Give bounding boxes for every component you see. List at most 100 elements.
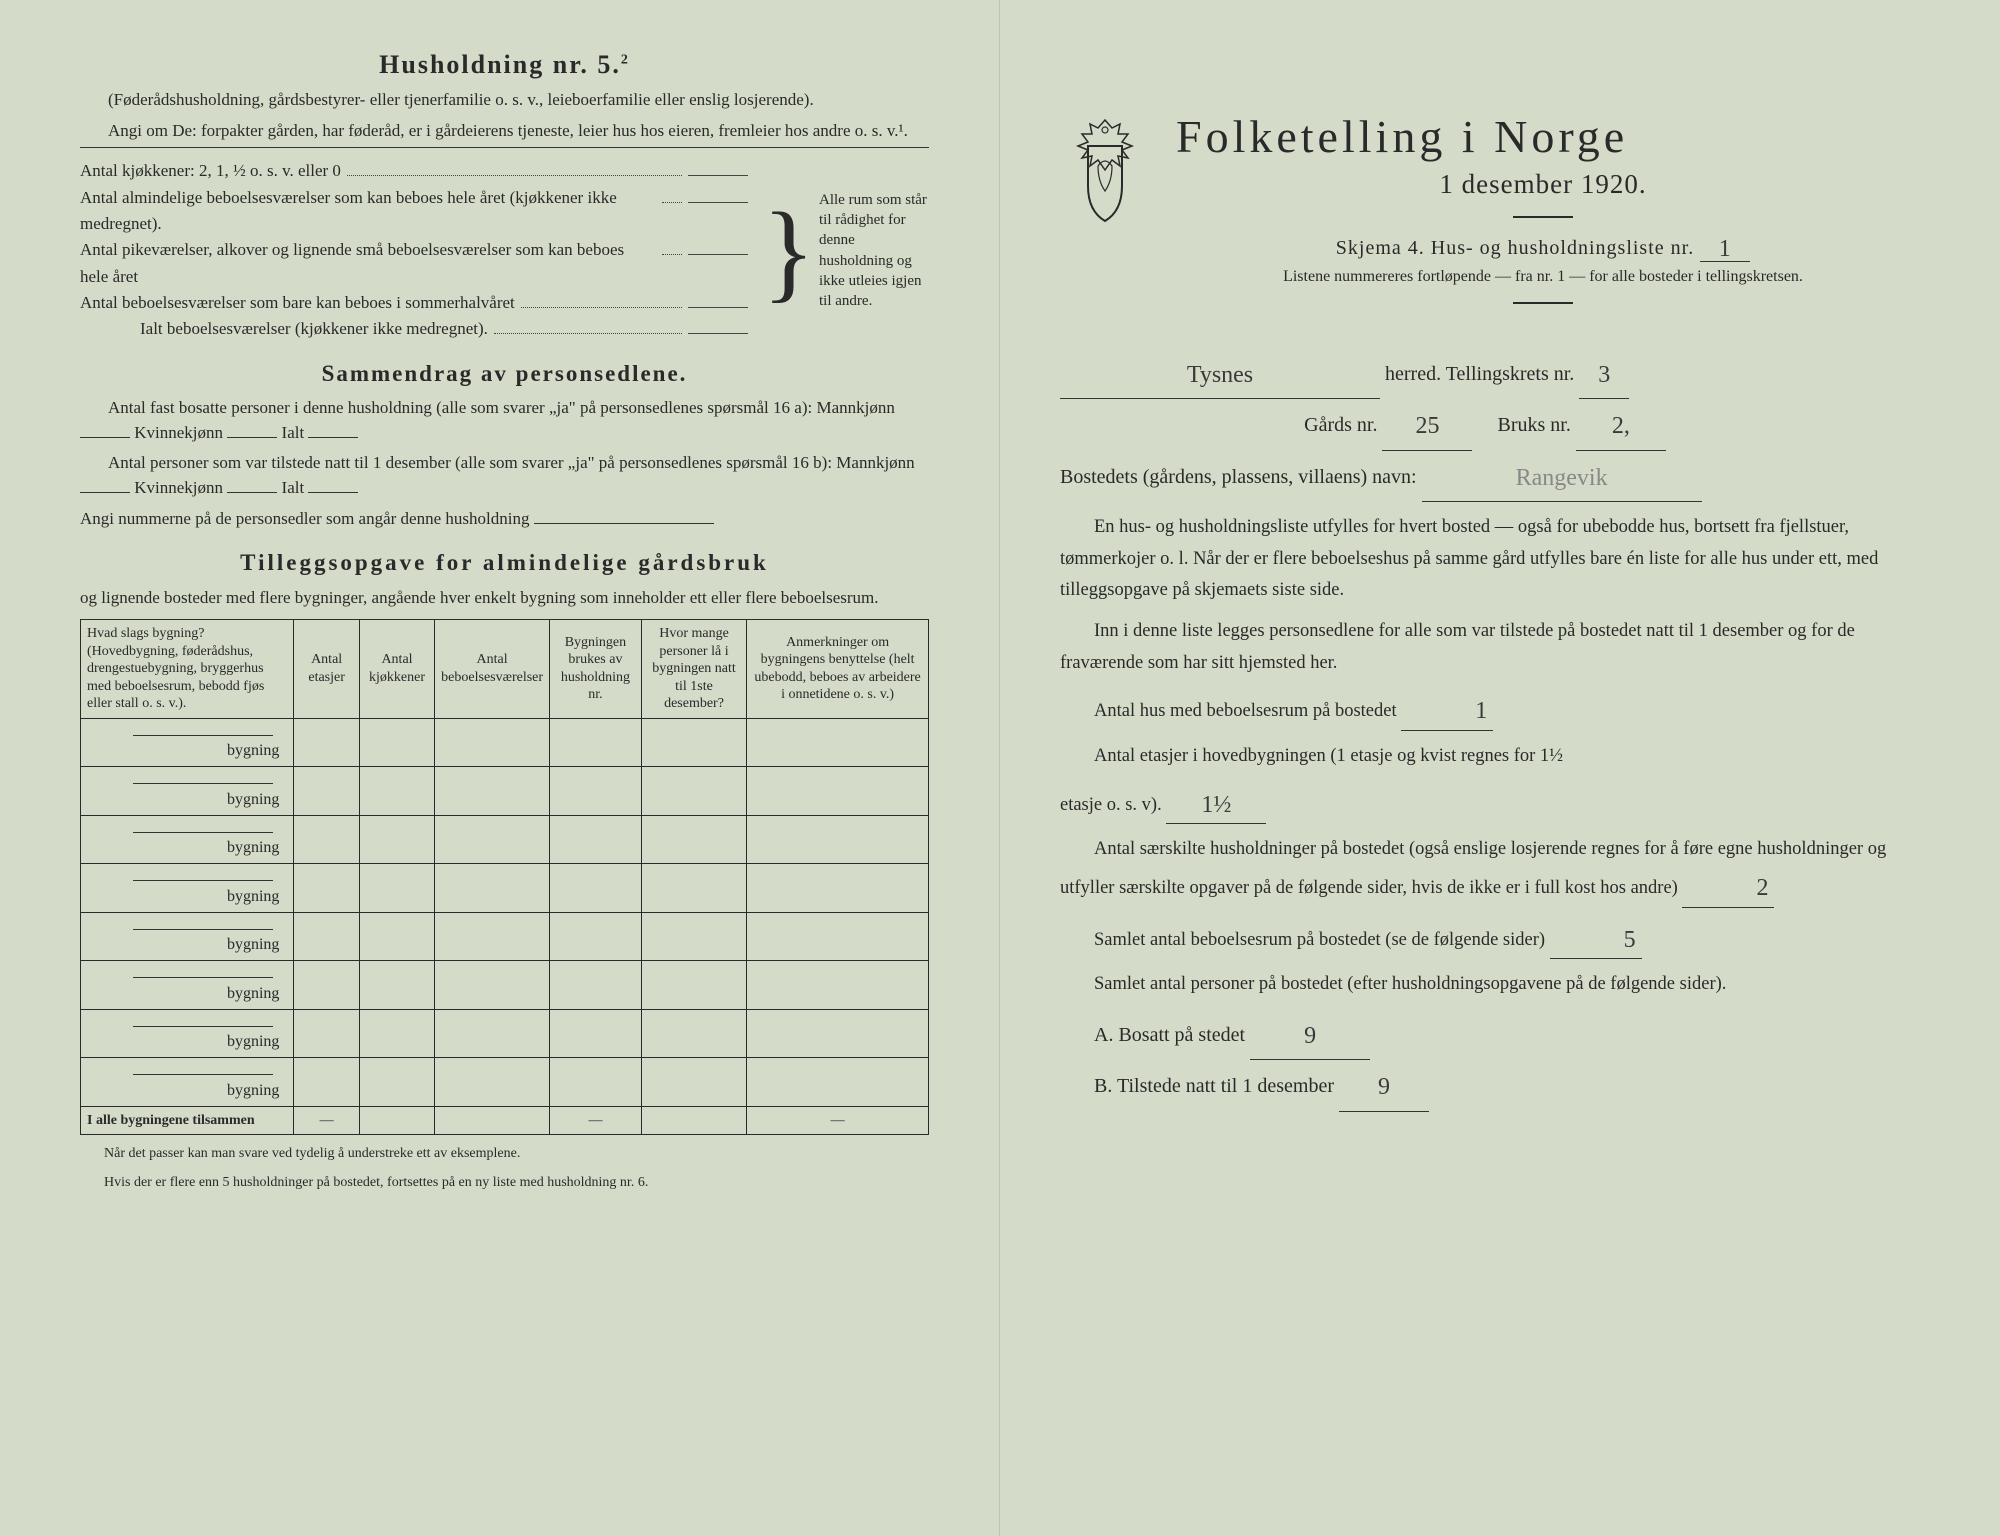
- bruk-label: Bruks nr.: [1497, 414, 1570, 436]
- right-page: Folketelling i Norge 1 desember 1920. Sk…: [1000, 0, 2000, 1536]
- h5-title: Husholdning nr. 5.2: [80, 50, 929, 80]
- q2-val: 1½: [1201, 785, 1231, 826]
- q3: Antal særskilte husholdninger på bostede…: [1060, 834, 1910, 907]
- main-title: Folketelling i Norge: [1176, 110, 1910, 163]
- h5-title-text: Husholdning nr. 5.: [379, 50, 621, 79]
- table-cell: [435, 1009, 550, 1058]
- qa: A. Bosatt på stedet 9: [1094, 1009, 1910, 1060]
- herred-line: Tysnes herred. Tellingskrets nr. 3: [1060, 348, 1910, 399]
- th-6: Anmerkninger om bygningens benyttelse (h…: [747, 620, 929, 719]
- kjokken-label: Antal kjøkkener: 2, 1, ½ o. s. v. eller …: [80, 158, 341, 184]
- table-cell: [550, 718, 642, 767]
- table-cell: [747, 767, 929, 816]
- table-cell: [435, 912, 550, 961]
- row-label-cell: bygning: [81, 961, 294, 1010]
- row-label-cell: bygning: [81, 767, 294, 816]
- table-row: bygning: [81, 1009, 929, 1058]
- table-cell: [550, 961, 642, 1010]
- herred-val: Tysnes: [1187, 350, 1253, 400]
- table-cell: [641, 767, 746, 816]
- th-5: Hvor mange personer lå i bygningen natt …: [641, 620, 746, 719]
- p2: Inn i denne liste legges personsedlene f…: [1060, 616, 1910, 679]
- table-cell: [359, 718, 434, 767]
- brace-note: Alle rum som står til rådighet for denne…: [819, 190, 929, 312]
- brace-glyph: }: [762, 176, 815, 326]
- bosted-val: Rangevik: [1516, 453, 1608, 503]
- hr-2: [1513, 302, 1573, 304]
- sammen-1: Antal fast bosatte personer i denne hush…: [80, 395, 929, 446]
- table-cell: [747, 961, 929, 1010]
- s1b: Kvinnekjønn: [134, 423, 223, 442]
- kjokken-row: Antal kjøkkener: 2, 1, ½ o. s. v. eller …: [80, 158, 748, 184]
- row2-label: Antal pikeværelser, alkover og lignende …: [80, 237, 656, 290]
- row3: Antal beboelsesværelser som bare kan beb…: [80, 290, 748, 316]
- s2c: Ialt: [282, 478, 305, 497]
- tillegg-sub: og lignende bosteder med flere bygninger…: [80, 584, 929, 611]
- table-cell: [435, 767, 550, 816]
- table-cell: [550, 912, 642, 961]
- table-cell: [747, 815, 929, 864]
- table-cell: [550, 1009, 642, 1058]
- table-cell: [641, 815, 746, 864]
- q2: Antal etasjer i hovedbygningen (1 etasje…: [1060, 741, 1910, 772]
- table-row: bygning: [81, 912, 929, 961]
- s1c: Ialt: [282, 423, 305, 442]
- row-label-cell: bygning: [81, 1009, 294, 1058]
- table-cell: [294, 815, 359, 864]
- table-cell: [641, 912, 746, 961]
- footnote-2: Hvis der er flere enn 5 husholdninger på…: [80, 1174, 929, 1193]
- table-cell: [359, 912, 434, 961]
- q4-val: 5: [1590, 920, 1636, 961]
- table-footer-row: I alle bygningene tilsammen — — —: [81, 1106, 929, 1135]
- table-cell: [435, 864, 550, 913]
- gard-val: 25: [1415, 401, 1439, 451]
- table-row: bygning: [81, 961, 929, 1010]
- gard-line: Gårds nr. 25 Bruks nr. 2,: [1060, 399, 1910, 450]
- table-cell: [435, 718, 550, 767]
- s1a: Antal fast bosatte personer i denne hush…: [108, 398, 895, 417]
- krets-val: 3: [1598, 350, 1610, 400]
- table-cell: [359, 767, 434, 816]
- q1-val: 1: [1441, 691, 1487, 732]
- table-cell: [435, 1058, 550, 1107]
- table-cell: [294, 864, 359, 913]
- qa-label: A. Bosatt på stedet: [1094, 1024, 1245, 1046]
- hr-1: [1513, 216, 1573, 218]
- qb-label: B. Tilstede natt til 1 desember: [1094, 1075, 1334, 1097]
- table-cell: [294, 767, 359, 816]
- table-row: bygning: [81, 767, 929, 816]
- sammen-3: Angi nummerne på de personsedler som ang…: [80, 505, 929, 532]
- footer-dash: —: [294, 1106, 359, 1135]
- h5-subtitle: (Føderådshusholdning, gårdsbestyrer- ell…: [80, 88, 929, 112]
- p1: En hus- og husholdningsliste utfylles fo…: [1060, 512, 1910, 606]
- table-cell: [747, 1009, 929, 1058]
- table-cell: [359, 1058, 434, 1107]
- table-header-row: Hvad slags bygning? (Hovedbygning, føder…: [81, 620, 929, 719]
- divider: [80, 147, 929, 148]
- row4: Ialt beboelsesværelser (kjøkkener ikke m…: [140, 316, 748, 342]
- table-cell: [359, 815, 434, 864]
- row3-label: Antal beboelsesværelser som bare kan beb…: [80, 290, 515, 316]
- table-cell: [359, 1009, 434, 1058]
- bosted-line: Bostedets (gårdens, plassens, villaens) …: [1060, 451, 1910, 502]
- q2-label-b: etasje o. s. v).: [1060, 795, 1162, 815]
- table-cell: [550, 864, 642, 913]
- table-cell: [435, 815, 550, 864]
- ab-block: A. Bosatt på stedet 9 B. Tilstede natt t…: [1060, 1009, 1910, 1112]
- table-cell: [294, 1009, 359, 1058]
- s2a: Antal personer som var tilstede natt til…: [108, 453, 915, 472]
- coat-of-arms-icon: [1060, 116, 1150, 226]
- footnote-1: Når det passer kan man svare ved tydelig…: [80, 1145, 929, 1164]
- row-label-cell: bygning: [81, 1058, 294, 1107]
- tillegg-title: Tilleggsopgave for almindelige gårdsbruk: [80, 550, 929, 576]
- right-block: Tysnes herred. Tellingskrets nr. 3 Gårds…: [1060, 348, 1910, 1112]
- row-label-cell: bygning: [81, 912, 294, 961]
- q2b: etasje o. s. v). 1½: [1060, 783, 1910, 825]
- table-cell: [550, 767, 642, 816]
- row1: Antal almindelige beboelsesværelser som …: [80, 185, 748, 238]
- table-cell: [294, 1058, 359, 1107]
- row-label-cell: bygning: [81, 718, 294, 767]
- herred-label: herred. Tellingskrets nr.: [1385, 363, 1574, 385]
- s3: Angi nummerne på de personsedler som ang…: [80, 509, 529, 528]
- table-cell: [747, 864, 929, 913]
